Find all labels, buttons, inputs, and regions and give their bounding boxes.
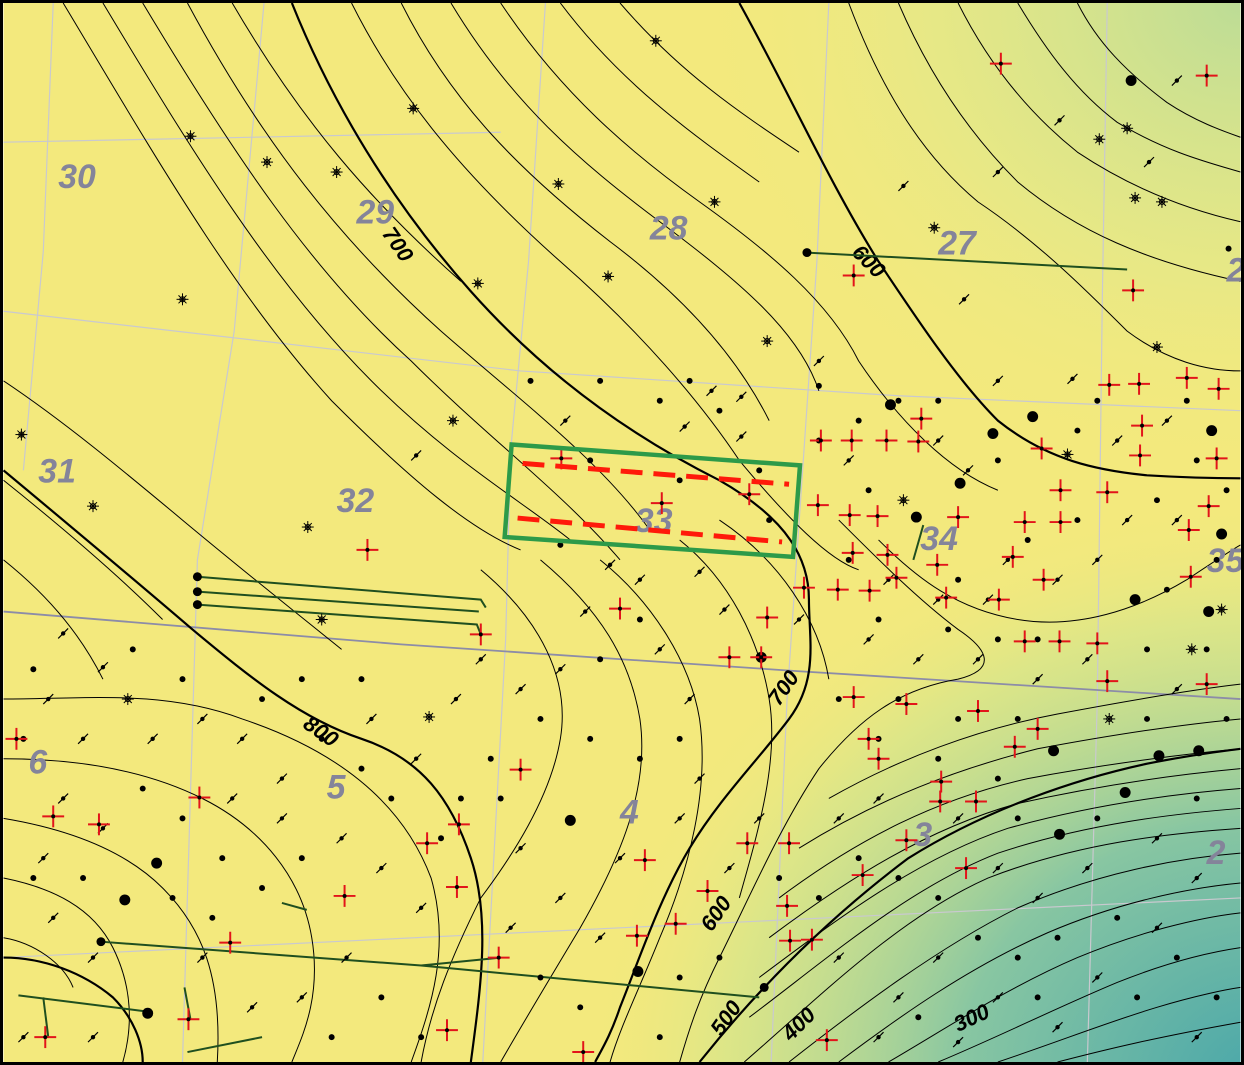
section-33: 33 <box>635 502 673 540</box>
elevation-shading-bottom-right <box>3 3 1241 1062</box>
section-30: 30 <box>58 158 96 196</box>
section-labels: 30 29 28 27 2 31 32 33 34 35 6 5 4 3 2 <box>28 158 1241 872</box>
index-contours <box>3 3 1241 1062</box>
area-of-interest[interactable] <box>502 442 803 560</box>
highlight-box[interactable] <box>502 442 803 560</box>
lateral-dash-lower <box>517 515 783 545</box>
section-3: 3 <box>913 816 932 854</box>
section-34: 34 <box>920 520 958 558</box>
section-6: 6 <box>28 744 47 782</box>
horizontal-well-paths <box>18 251 1128 1054</box>
section-31: 31 <box>38 452 76 490</box>
section-4: 4 <box>619 793 639 831</box>
section-5: 5 <box>327 768 347 806</box>
lateral-dash-upper <box>522 460 790 487</box>
section-35-partial: 35 <box>1207 542 1241 580</box>
well-path-endpoints <box>96 248 812 992</box>
section-28: 28 <box>649 210 688 248</box>
section-29: 29 <box>356 194 395 232</box>
section-32: 32 <box>337 482 375 520</box>
section-27: 27 <box>937 225 978 263</box>
structure-contour-map[interactable]: 700 600 700 800 600 500 400 300 30 29 28… <box>3 3 1241 1062</box>
section-26-partial: 2 <box>1226 251 1241 289</box>
section-2: 2 <box>1206 834 1226 872</box>
